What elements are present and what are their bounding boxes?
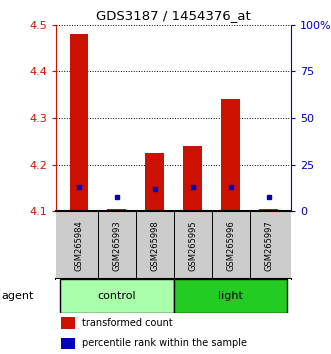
Bar [259,209,278,211]
Text: percentile rank within the sample: percentile rank within the sample [82,338,247,348]
Text: GSM265984: GSM265984 [74,220,83,271]
Text: GSM265995: GSM265995 [188,220,197,271]
Bar [60,279,174,313]
Title: GDS3187 / 1454376_at: GDS3187 / 1454376_at [96,9,251,22]
Text: GSM265997: GSM265997 [264,220,273,271]
Bar [183,146,202,211]
Text: control: control [98,291,136,301]
Bar [61,338,75,349]
Bar [221,99,240,211]
Text: transformed count: transformed count [82,318,173,328]
Text: GSM265998: GSM265998 [150,220,159,271]
Bar [174,279,288,313]
Text: GSM265996: GSM265996 [226,220,235,271]
Text: GSM265993: GSM265993 [113,220,121,271]
Text: agent: agent [1,291,33,301]
Text: light: light [218,291,243,301]
Bar [61,317,75,329]
Bar [145,153,164,211]
Bar [108,209,126,211]
Bar [70,34,88,211]
